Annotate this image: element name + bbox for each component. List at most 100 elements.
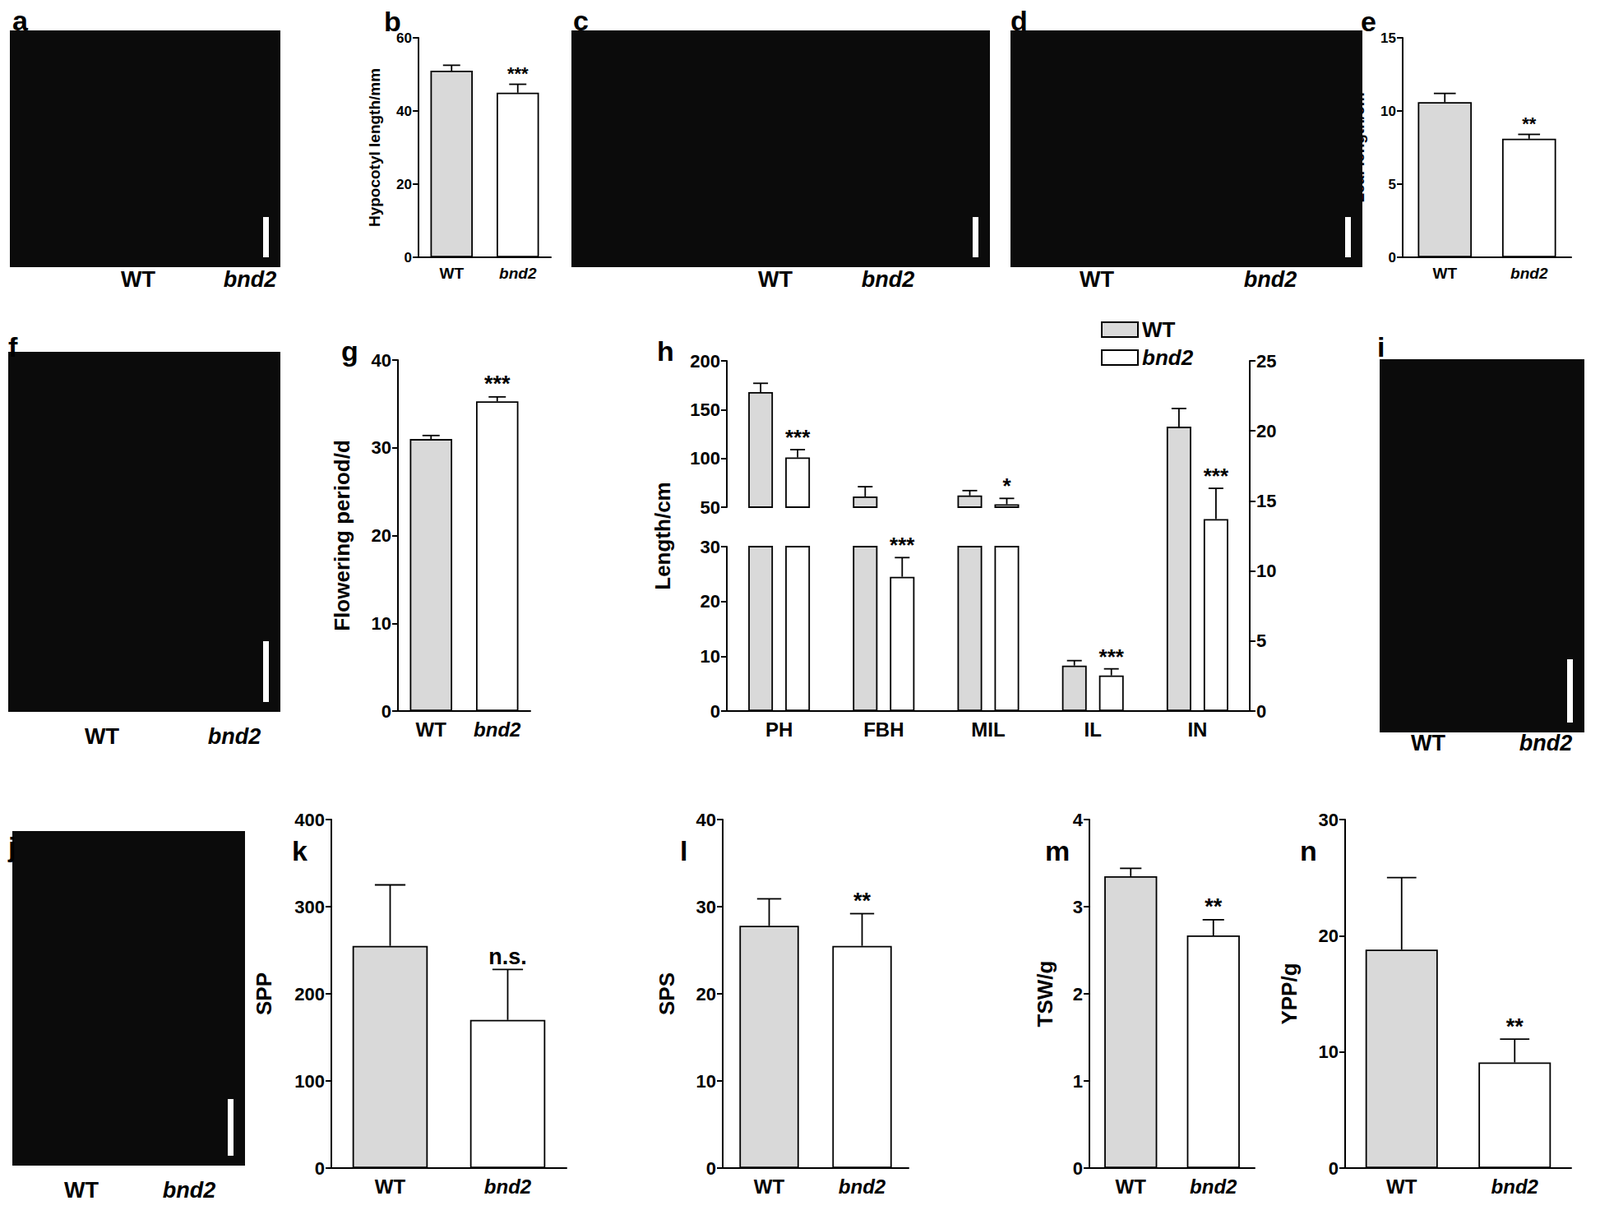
svg-text:200: 200 <box>294 984 325 1005</box>
svg-text:15: 15 <box>1256 490 1277 512</box>
svg-text:h: h <box>656 335 675 367</box>
svg-text:10: 10 <box>1318 1041 1339 1063</box>
svg-text:40: 40 <box>371 350 392 371</box>
svg-text:4: 4 <box>1072 809 1084 831</box>
svg-text:n.s.: n.s. <box>488 944 528 970</box>
svg-text:400: 400 <box>294 809 325 831</box>
svg-text:IL: IL <box>1084 718 1102 741</box>
svg-text:Hypocotyl length/mm: Hypocotyl length/mm <box>365 68 384 227</box>
svg-text:WT: WT <box>439 264 464 283</box>
svg-text:***: *** <box>484 371 511 397</box>
html-text:WT: WT <box>1079 266 1115 292</box>
svg-text:bnd2: bnd2 <box>499 264 537 283</box>
svg-text:***: *** <box>1203 463 1230 489</box>
svg-text:0: 0 <box>706 1158 717 1180</box>
svg-text:MIL: MIL <box>971 718 1005 741</box>
svg-text:20: 20 <box>371 525 392 546</box>
svg-text:15: 15 <box>1380 30 1397 47</box>
svg-text:30: 30 <box>1318 809 1339 831</box>
svg-text:PH: PH <box>765 718 793 741</box>
svg-text:10: 10 <box>1256 560 1277 582</box>
svg-text:m: m <box>1045 835 1070 867</box>
svg-text:0: 0 <box>1388 249 1397 266</box>
svg-text:150: 150 <box>689 399 721 421</box>
html-text:bnd2: bnd2 <box>861 266 915 292</box>
svg-text:300: 300 <box>294 897 325 918</box>
svg-text:bnd2: bnd2 <box>1510 264 1549 283</box>
html-text:bnd2: bnd2 <box>223 266 277 292</box>
svg-text:TSW/g: TSW/g <box>1032 961 1058 1028</box>
svg-text:1: 1 <box>1072 1071 1083 1092</box>
svg-text:**: ** <box>1204 894 1223 920</box>
svg-text:***: *** <box>507 63 529 84</box>
svg-text:**: ** <box>1506 1014 1525 1040</box>
svg-text:10: 10 <box>1380 103 1397 120</box>
svg-text:FBH: FBH <box>863 718 904 741</box>
svg-text:Flowering period/d: Flowering period/d <box>329 439 355 632</box>
svg-text:bnd2: bnd2 <box>473 718 522 741</box>
svg-text:10: 10 <box>371 613 392 634</box>
svg-text:WT: WT <box>1386 1175 1418 1198</box>
svg-text:0: 0 <box>1328 1158 1339 1180</box>
svg-text:e: e <box>1360 5 1377 37</box>
svg-text:bnd2: bnd2 <box>1189 1175 1238 1198</box>
svg-text:***: *** <box>785 425 811 450</box>
svg-text:40: 40 <box>396 103 412 120</box>
svg-text:30: 30 <box>371 437 392 458</box>
html-text:bnd2: bnd2 <box>1243 266 1297 292</box>
svg-text:WT: WT <box>1432 264 1457 283</box>
svg-text:30: 30 <box>696 897 717 918</box>
svg-text:200: 200 <box>689 351 721 372</box>
svg-text:***: *** <box>1099 644 1125 670</box>
svg-text:3: 3 <box>1072 897 1083 918</box>
svg-text:0: 0 <box>314 1158 325 1180</box>
html-text:WT: WT <box>120 266 156 292</box>
svg-text:0: 0 <box>710 701 721 722</box>
svg-text:l: l <box>679 835 688 867</box>
html-text:WT: WT <box>84 723 120 749</box>
svg-text:**: ** <box>1521 113 1537 135</box>
svg-text:20: 20 <box>1256 420 1277 442</box>
svg-text:g: g <box>341 335 359 367</box>
svg-text:10: 10 <box>700 646 721 667</box>
svg-text:WT: WT <box>753 1175 786 1198</box>
svg-text:*: * <box>1002 473 1012 499</box>
svg-text:WT: WT <box>416 718 448 741</box>
svg-text:100: 100 <box>294 1071 325 1092</box>
svg-text:5: 5 <box>1388 176 1397 193</box>
svg-text:10: 10 <box>696 1071 717 1092</box>
svg-text:WT: WT <box>374 1175 407 1198</box>
svg-text:20: 20 <box>396 176 412 193</box>
svg-text:25: 25 <box>1256 351 1277 372</box>
svg-text:SPP: SPP <box>251 972 277 1016</box>
svg-text:WT: WT <box>1115 1175 1147 1198</box>
svg-text:30: 30 <box>700 536 721 558</box>
svg-text:40: 40 <box>696 809 717 831</box>
svg-text:***: *** <box>889 532 916 558</box>
svg-text:2: 2 <box>1072 984 1083 1005</box>
svg-text:bnd2: bnd2 <box>838 1175 887 1198</box>
svg-text:20: 20 <box>1318 925 1339 947</box>
svg-text:0: 0 <box>1072 1158 1083 1180</box>
svg-text:0: 0 <box>1256 701 1267 722</box>
svg-text:**: ** <box>853 888 872 914</box>
svg-text:0: 0 <box>381 701 392 722</box>
svg-text:20: 20 <box>696 984 717 1005</box>
svg-text:20: 20 <box>700 591 721 612</box>
svg-text:WT: WT <box>1142 317 1176 343</box>
svg-text:b: b <box>383 5 402 37</box>
html-text:WT: WT <box>758 266 793 292</box>
svg-text:SPS: SPS <box>654 972 680 1016</box>
svg-text:bnd2: bnd2 <box>1491 1175 1540 1198</box>
svg-text:bnd2: bnd2 <box>1142 345 1194 370</box>
svg-text:100: 100 <box>689 448 721 469</box>
svg-text:Length/cm: Length/cm <box>650 481 676 590</box>
svg-text:IN: IN <box>1187 718 1207 741</box>
svg-text:k: k <box>291 835 308 867</box>
svg-text:0: 0 <box>404 249 412 266</box>
svg-text:50: 50 <box>700 497 721 518</box>
svg-text:YPP/g: YPP/g <box>1276 962 1302 1025</box>
svg-text:n: n <box>1299 835 1318 867</box>
svg-text:bnd2: bnd2 <box>484 1175 532 1198</box>
svg-text:5: 5 <box>1256 630 1267 652</box>
